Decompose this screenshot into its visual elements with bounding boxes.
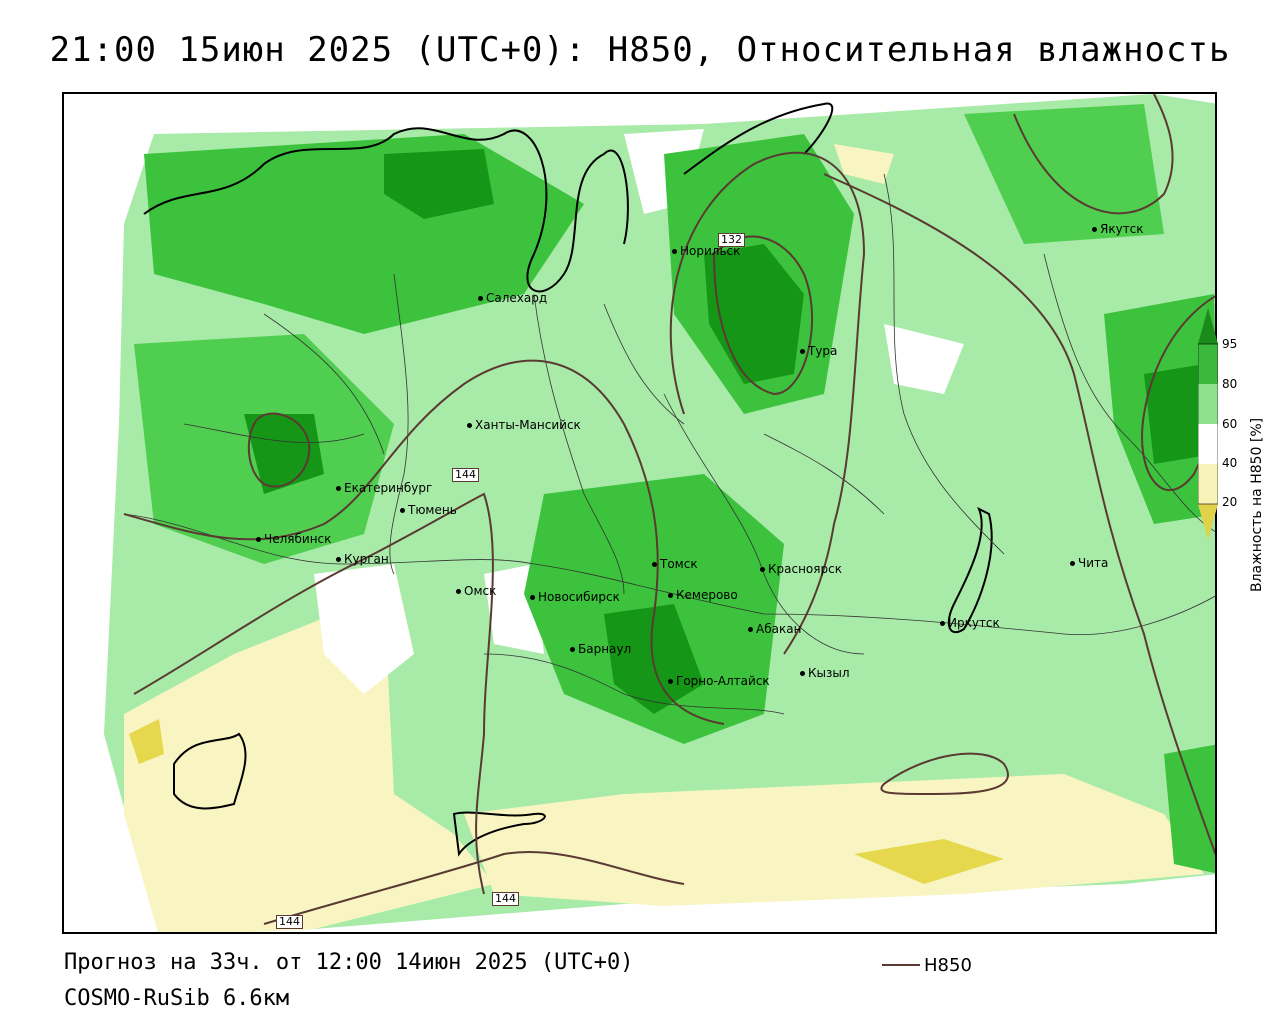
map-area[interactable]: 132 144 144 144 Якутск Норильск Салехард… — [62, 92, 1217, 934]
legend-swatch-80 — [1198, 344, 1218, 384]
coastline-arctic — [143, 127, 629, 293]
city-label[interactable]: Ханты-Мансийск — [467, 418, 581, 432]
h850-key-label: H850 — [924, 955, 972, 976]
city-label[interactable]: Екатеринбург — [336, 481, 432, 495]
legend-tick: 40 — [1222, 456, 1238, 470]
humidity-field-dry-north — [834, 144, 894, 184]
forecast-info: Прогноз на 33ч. от 12:00 14июн 2025 (UTC… — [64, 950, 634, 975]
region-boundaries — [123, 173, 1215, 715]
humidity-core-altai — [604, 604, 704, 714]
city-label[interactable]: Красноярск — [760, 562, 842, 576]
city-marker-icon — [760, 567, 765, 572]
legend-swatch-20 — [1198, 464, 1218, 504]
aral-sea — [173, 732, 247, 810]
legend-swatch-60 — [1198, 384, 1218, 424]
legend-tick: 80 — [1222, 377, 1238, 391]
city-marker-icon — [336, 486, 341, 491]
legend-tick: 95 — [1222, 337, 1238, 351]
humidity-core-ural — [244, 414, 324, 494]
city-marker-icon — [400, 508, 405, 513]
model-info: COSMO-RuSib 6.6км — [64, 986, 290, 1011]
contour-label: 144 — [492, 892, 519, 906]
city-marker-icon — [668, 679, 673, 684]
legend-tick: 20 — [1222, 495, 1238, 509]
map-canvas — [104, 94, 1215, 932]
h850-contours — [123, 94, 1215, 925]
humidity-field-very-dry-2 — [129, 719, 164, 764]
contour-label: 144 — [276, 915, 303, 929]
city-marker-icon — [336, 557, 341, 562]
city-label[interactable]: Абакан — [748, 622, 801, 636]
humidity-field-dry-southwest — [124, 594, 494, 932]
city-marker-icon — [672, 249, 677, 254]
city-marker-icon — [478, 296, 483, 301]
city-marker-icon — [800, 671, 805, 676]
humidity-core-arctic — [384, 149, 494, 219]
city-marker-icon — [668, 593, 673, 598]
city-label[interactable]: Салехард — [478, 291, 547, 305]
city-marker-icon — [467, 423, 472, 428]
city-marker-icon — [800, 349, 805, 354]
city-marker-icon — [256, 537, 261, 542]
city-label[interactable]: Тура — [800, 344, 837, 358]
h850-key-line — [882, 964, 920, 966]
city-label[interactable]: Кемерово — [668, 588, 738, 602]
humidity-gap-1 — [314, 564, 414, 694]
humidity-gap-3 — [884, 324, 964, 394]
city-marker-icon — [940, 621, 945, 626]
city-marker-icon — [1092, 227, 1097, 232]
legend-swatch-40 — [1198, 424, 1218, 464]
contour-label: 132 — [718, 233, 745, 247]
city-label[interactable]: Норильск — [672, 244, 740, 258]
city-marker-icon — [456, 589, 461, 594]
city-label[interactable]: Курган — [336, 552, 389, 566]
city-label[interactable]: Чита — [1070, 556, 1108, 570]
city-label[interactable]: Тюмень — [400, 503, 457, 517]
city-label[interactable]: Кызыл — [800, 666, 850, 680]
city-label[interactable]: Барнаул — [570, 642, 631, 656]
legend-tick: 60 — [1222, 417, 1238, 431]
city-label[interactable]: Якутск — [1092, 222, 1144, 236]
city-label[interactable]: Горно-Алтайск — [668, 674, 770, 688]
humidity-core-east — [1144, 364, 1214, 464]
humidity-field-very-dry — [854, 839, 1004, 884]
humidity-legend-bar — [1198, 308, 1218, 540]
map-title: 21:00 15июн 2025 (UTC+0): H850, Относите… — [49, 30, 1231, 70]
legend-swatch-below-20 — [1198, 504, 1218, 540]
city-marker-icon — [570, 647, 575, 652]
city-label[interactable]: Иркутск — [940, 616, 1000, 630]
contour-label: 144 — [452, 468, 479, 482]
humidity-field-moist-northeast — [964, 104, 1164, 244]
city-label[interactable]: Омск — [456, 584, 496, 598]
city-label[interactable]: Томск — [652, 557, 698, 571]
city-marker-icon — [652, 562, 657, 567]
legend-swatch-95 — [1198, 308, 1218, 344]
city-marker-icon — [748, 627, 753, 632]
city-label[interactable]: Челябинск — [256, 532, 331, 546]
coastline-taymyr — [683, 102, 834, 175]
lake-balkhash — [452, 811, 546, 857]
city-marker-icon — [1070, 561, 1075, 566]
humidity-field-dry-south — [464, 774, 1204, 906]
city-marker-icon — [530, 595, 535, 600]
city-label[interactable]: Новосибирск — [530, 590, 620, 604]
lake-baikal — [947, 506, 993, 634]
legend-title: Влажность на H850 [%] — [1249, 417, 1265, 592]
humidity-field-moist-southeast — [1164, 744, 1215, 874]
